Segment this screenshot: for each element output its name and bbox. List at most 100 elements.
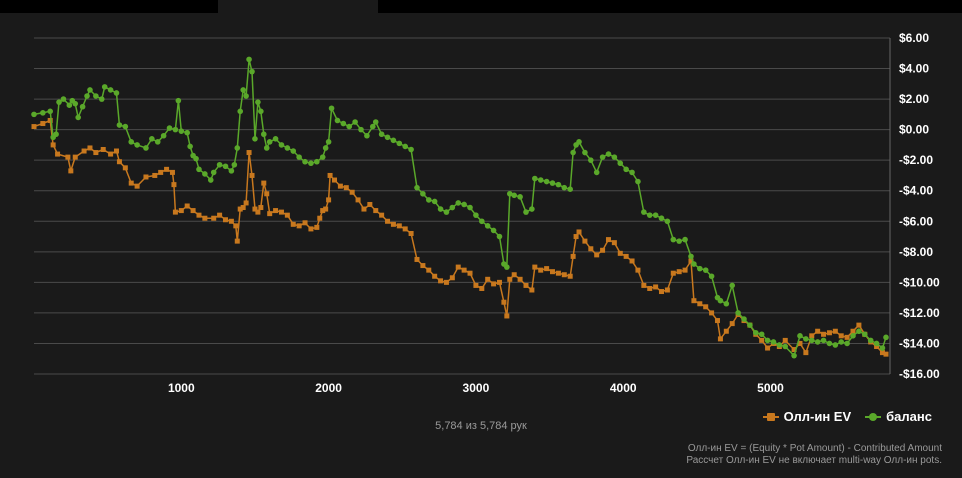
- data-point[interactable]: [160, 132, 167, 139]
- data-point[interactable]: [523, 282, 529, 288]
- data-point[interactable]: [555, 181, 562, 188]
- data-point[interactable]: [267, 211, 273, 217]
- data-point[interactable]: [93, 150, 99, 156]
- data-point[interactable]: [320, 208, 326, 214]
- data-point[interactable]: [178, 128, 185, 134]
- data-point[interactable]: [617, 160, 624, 167]
- data-point[interactable]: [334, 117, 341, 124]
- data-point[interactable]: [797, 333, 803, 339]
- data-point[interactable]: [196, 166, 202, 173]
- data-point[interactable]: [538, 267, 544, 273]
- data-point[interactable]: [113, 90, 120, 96]
- data-point[interactable]: [570, 253, 576, 259]
- data-point[interactable]: [81, 148, 87, 154]
- data-point[interactable]: [723, 328, 729, 334]
- data-point[interactable]: [228, 168, 235, 174]
- data-point[interactable]: [249, 68, 255, 75]
- data-point[interactable]: [290, 148, 297, 154]
- data-point[interactable]: [272, 136, 279, 142]
- data-point[interactable]: [346, 123, 353, 130]
- data-point[interactable]: [697, 301, 703, 307]
- data-point[interactable]: [384, 134, 391, 141]
- data-point[interactable]: [682, 267, 688, 273]
- data-point[interactable]: [455, 264, 461, 270]
- data-point[interactable]: [770, 339, 777, 345]
- data-point[interactable]: [396, 140, 403, 147]
- data-point[interactable]: [449, 275, 455, 281]
- data-point[interactable]: [873, 340, 880, 347]
- data-point[interactable]: [352, 119, 358, 125]
- data-point[interactable]: [808, 337, 815, 344]
- data-point[interactable]: [164, 166, 170, 172]
- data-point[interactable]: [664, 218, 671, 225]
- data-point[interactable]: [815, 328, 821, 334]
- data-point[interactable]: [582, 149, 588, 156]
- data-point[interactable]: [252, 136, 258, 142]
- data-point[interactable]: [178, 208, 184, 214]
- data-point[interactable]: [567, 273, 573, 279]
- data-point[interactable]: [143, 174, 149, 180]
- data-point[interactable]: [776, 342, 783, 348]
- data-point[interactable]: [65, 154, 71, 160]
- data-point[interactable]: [432, 273, 438, 279]
- data-point[interactable]: [202, 171, 208, 177]
- data-point[interactable]: [511, 192, 518, 199]
- data-point[interactable]: [152, 172, 158, 178]
- data-point[interactable]: [390, 137, 397, 144]
- data-point[interactable]: [264, 191, 270, 197]
- data-point[interactable]: [308, 226, 314, 232]
- data-point[interactable]: [691, 298, 697, 304]
- data-point[interactable]: [820, 337, 827, 344]
- data-point[interactable]: [72, 154, 78, 160]
- data-point[interactable]: [237, 206, 243, 212]
- data-point[interactable]: [323, 206, 329, 212]
- data-point[interactable]: [629, 258, 635, 264]
- data-point[interactable]: [322, 145, 329, 151]
- data-point[interactable]: [543, 178, 550, 185]
- data-point[interactable]: [66, 102, 73, 108]
- data-point[interactable]: [101, 84, 108, 90]
- data-point[interactable]: [385, 218, 391, 224]
- data-point[interactable]: [496, 279, 502, 285]
- data-point[interactable]: [874, 344, 880, 350]
- data-point[interactable]: [467, 270, 473, 276]
- data-point[interactable]: [414, 256, 420, 262]
- data-point[interactable]: [216, 161, 223, 168]
- data-point[interactable]: [717, 336, 723, 342]
- data-point[interactable]: [302, 158, 308, 165]
- data-point[interactable]: [506, 190, 513, 197]
- data-point[interactable]: [867, 337, 874, 344]
- data-point[interactable]: [479, 218, 485, 225]
- data-point[interactable]: [658, 215, 665, 222]
- data-point[interactable]: [319, 154, 326, 160]
- data-point[interactable]: [588, 246, 594, 252]
- legend-item-balance[interactable]: баланс: [865, 409, 932, 424]
- data-point[interactable]: [207, 177, 214, 183]
- data-point[interactable]: [611, 154, 618, 160]
- data-point[interactable]: [258, 108, 264, 115]
- data-point[interactable]: [623, 166, 629, 173]
- data-point[interactable]: [549, 180, 556, 186]
- data-point[interactable]: [364, 132, 370, 139]
- data-point[interactable]: [240, 205, 246, 211]
- data-point[interactable]: [821, 331, 827, 337]
- data-point[interactable]: [93, 93, 99, 99]
- data-point[interactable]: [40, 121, 46, 127]
- data-point[interactable]: [222, 217, 228, 223]
- data-point[interactable]: [53, 131, 59, 138]
- data-point[interactable]: [782, 337, 788, 343]
- data-point[interactable]: [473, 282, 479, 288]
- data-point[interactable]: [108, 151, 114, 157]
- data-point[interactable]: [723, 300, 730, 307]
- data-point[interactable]: [278, 142, 285, 148]
- data-point[interactable]: [461, 267, 467, 273]
- data-point[interactable]: [128, 139, 135, 145]
- data-point[interactable]: [87, 87, 93, 93]
- data-point[interactable]: [233, 223, 239, 229]
- data-point[interactable]: [826, 330, 832, 336]
- data-point[interactable]: [290, 221, 296, 227]
- data-point[interactable]: [234, 238, 240, 244]
- data-point[interactable]: [47, 117, 53, 123]
- data-point[interactable]: [402, 143, 409, 150]
- data-point[interactable]: [490, 227, 497, 234]
